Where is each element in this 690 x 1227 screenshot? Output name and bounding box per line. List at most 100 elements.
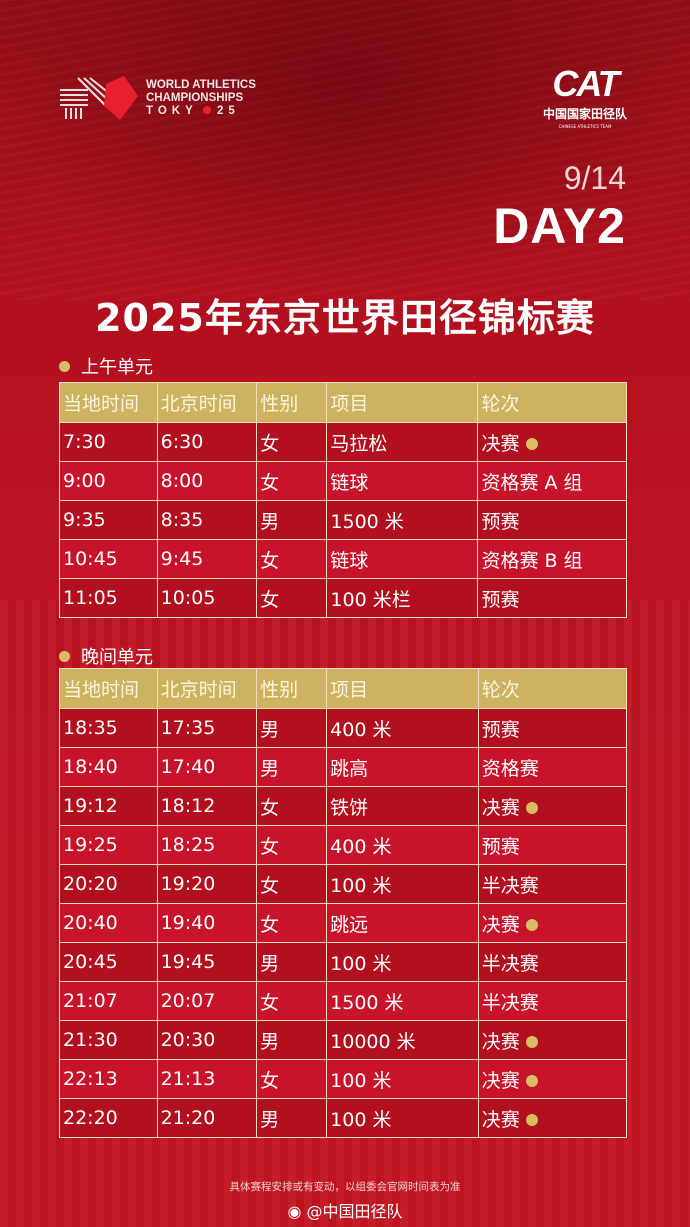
- gender-text: 男: [260, 510, 280, 533]
- disclaimer-note: 具体赛程安排或有变动，以组委会官网时间表为准: [229, 1181, 461, 1193]
- cell-event: 跳高: [326, 747, 479, 787]
- cell-beijing: 21:20: [156, 1098, 258, 1138]
- table-row: 20:40 19:40 女 跳远 决赛: [59, 903, 628, 943]
- chinese-athletics-team-logo: CAT 中国国家田径队 CHINESE ATHLETICS TEAM: [542, 63, 627, 130]
- beijing-text: 19:40: [160, 912, 216, 934]
- beijing-text: 21:13: [160, 1068, 216, 1090]
- table-row: 11:05 10:05 女 100 米栏 预赛: [59, 578, 627, 618]
- beijing-text: 17:35: [160, 717, 216, 739]
- local-text: 18:35: [63, 717, 118, 739]
- table-row: 21:30 20:30 男 10000 米 决赛: [59, 1020, 628, 1060]
- beijing-text: 19:20: [160, 873, 216, 895]
- event-logo-text: WORLD ATHLETICS CHAMPIONSHIPS TOKY 25: [146, 79, 256, 117]
- gender-text: 女: [260, 796, 280, 819]
- cell-round: 预赛: [477, 500, 627, 540]
- event-text: 马拉松: [330, 432, 388, 455]
- cell-gender: 女: [256, 864, 328, 904]
- cell-gender: 女: [256, 903, 328, 943]
- cell-local: 20:20: [59, 864, 158, 904]
- cell-beijing: 17:35: [156, 708, 258, 748]
- cell-round: 决赛: [477, 786, 628, 826]
- local-text: 22:13: [63, 1068, 118, 1090]
- bullet-icon: [59, 360, 70, 372]
- event-text: 跳远: [330, 913, 369, 936]
- cell-event: 10000 米: [326, 1020, 479, 1060]
- section-evening: 晚间单元: [59, 643, 153, 669]
- cell-round: 资格赛 A 组: [477, 461, 627, 501]
- cell-event: 100 米栏: [326, 578, 479, 618]
- event-text: 100 米: [330, 952, 392, 975]
- local-text: 21:30: [63, 1029, 118, 1051]
- round-text: 半决赛: [481, 991, 539, 1014]
- cell-event: 100 米: [326, 942, 479, 982]
- column-header: 当地时间: [59, 668, 158, 709]
- event-text: 100 米: [330, 874, 392, 897]
- cell-local: 9:35: [59, 500, 158, 540]
- cell-event: 100 米: [326, 864, 479, 904]
- local-text: 18:40: [63, 756, 118, 778]
- round-text: 决赛: [481, 796, 520, 819]
- cell-gender: 女: [256, 461, 328, 501]
- round-text: 预赛: [481, 510, 520, 533]
- cell-event: 链球: [326, 461, 479, 501]
- cell-beijing: 6:30: [156, 422, 258, 462]
- event-text: 100 米: [330, 1069, 392, 1092]
- cell-gender: 男: [256, 500, 328, 540]
- round-text: 资格赛 A 组: [481, 471, 583, 494]
- gender-text: 男: [260, 1108, 280, 1131]
- weibo-handle: ◉ @中国田径队: [287, 1202, 403, 1221]
- cell-local: 19:12: [59, 786, 158, 826]
- local-text: 20:20: [63, 873, 118, 895]
- cell-event: 铁饼: [326, 786, 479, 826]
- local-text: 22:20: [63, 1107, 118, 1129]
- cell-beijing: 9:45: [156, 539, 258, 579]
- round-text: 预赛: [481, 835, 520, 858]
- event-text: 100 米栏: [330, 588, 411, 611]
- cell-event: 400 米: [326, 708, 479, 748]
- cell-beijing: 8:35: [156, 500, 258, 540]
- local-text: 9:35: [63, 509, 106, 531]
- cell-round: 决赛: [477, 422, 627, 462]
- cell-local: 10:45: [59, 539, 158, 579]
- cell-round: 决赛: [477, 1020, 628, 1060]
- local-text: 7:30: [63, 431, 106, 453]
- beijing-text: 6:30: [160, 431, 204, 453]
- column-header: 北京时间: [156, 668, 258, 709]
- cell-gender: 女: [256, 825, 328, 865]
- day-label: DAY2: [493, 198, 626, 254]
- cell-gender: 男: [256, 1020, 328, 1060]
- cell-event: 链球: [326, 539, 479, 579]
- final-marker-icon: [525, 1036, 538, 1048]
- cell-round: 决赛: [477, 903, 628, 943]
- round-text: 半决赛: [481, 874, 539, 897]
- final-marker-icon: [525, 802, 538, 814]
- event-text: 链球: [330, 549, 369, 572]
- final-marker-icon: [525, 919, 538, 931]
- round-text: 决赛: [481, 1030, 520, 1053]
- beijing-text: 18:25: [160, 834, 216, 856]
- cell-beijing: 19:40: [156, 903, 258, 943]
- column-header: 当地时间: [59, 382, 158, 423]
- gender-text: 女: [260, 588, 280, 611]
- column-header: 轮次: [477, 668, 628, 709]
- cell-event: 1500 米: [326, 500, 479, 540]
- cell-round: 半决赛: [477, 942, 628, 982]
- cell-beijing: 17:40: [156, 747, 258, 787]
- local-text: 11:05: [63, 587, 118, 609]
- column-header: 轮次: [477, 382, 627, 423]
- cell-round: 资格赛: [477, 747, 628, 787]
- gender-text: 男: [260, 718, 280, 741]
- cell-beijing: 21:13: [156, 1059, 258, 1099]
- cell-gender: 女: [256, 1059, 328, 1099]
- table-row: 9:35 8:35 男 1500 米 预赛: [59, 500, 627, 540]
- cell-round: 资格赛 B 组: [477, 539, 627, 579]
- cell-local: 18:35: [59, 708, 158, 748]
- cell-local: 19:25: [59, 825, 158, 865]
- cell-round: 预赛: [477, 578, 627, 618]
- cell-event: 马拉松: [326, 422, 479, 462]
- beijing-text: 21:20: [160, 1107, 216, 1129]
- gender-text: 女: [260, 432, 280, 455]
- beijing-text: 20:07: [160, 990, 216, 1012]
- table-row: 18:35 17:35 男 400 米 预赛: [59, 708, 628, 748]
- column-header: 北京时间: [156, 382, 258, 423]
